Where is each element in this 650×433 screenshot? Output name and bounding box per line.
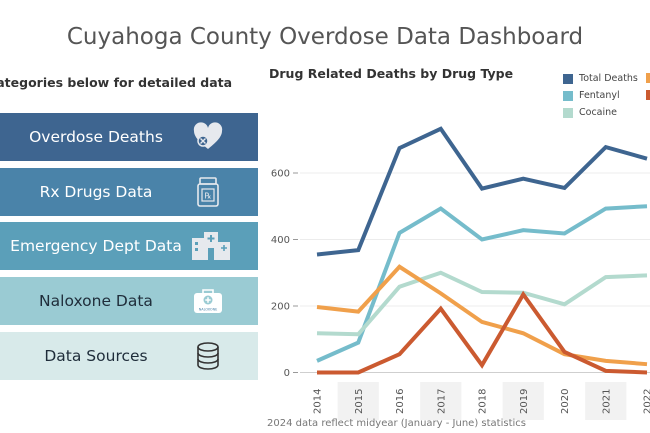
footnote: 2024 data reflect midyear (January - Jun… (267, 418, 526, 429)
svg-text:℞: ℞ (204, 192, 211, 201)
legend-item-cocaine[interactable]: Cocaine (563, 107, 617, 118)
y-tick-label: 600 (271, 169, 290, 180)
x-tick-label: 2019 (519, 389, 530, 414)
x-band (337, 382, 379, 420)
page-title: Cuyahoga County Overdose Data Dashboard (66, 24, 584, 50)
x-tick-label: 2015 (354, 389, 365, 414)
legend-item-opioid-partial[interactable] (646, 73, 650, 83)
x-tick-label: 2017 (436, 389, 447, 414)
y-tick-label: 400 (271, 235, 290, 246)
x-tick-label: 2016 (395, 389, 406, 414)
legend-swatch (646, 73, 650, 83)
legend-swatch (563, 73, 573, 84)
pill-bottle-icon: ℞ (197, 177, 219, 207)
legend-item-fentanyl[interactable]: Fentanyl (563, 90, 620, 101)
nav-emergency-dept-button[interactable]: Emergency Dept Data (0, 222, 258, 270)
legend-item-other-partial[interactable] (646, 90, 650, 100)
legend-swatch (563, 107, 573, 118)
svg-text:NALOXONE: NALOXONE (199, 308, 218, 312)
nav-label: Data Sources (44, 347, 148, 365)
x-tick-label: 2020 (560, 389, 571, 414)
naloxone-kit-icon: NALOXONE (194, 289, 222, 313)
nav-rx-drugs-button[interactable]: Rx Drugs Data ℞ (0, 168, 258, 216)
legend-swatch (646, 90, 650, 100)
x-tick-label: 2021 (601, 389, 612, 414)
series-line (316, 204, 648, 363)
database-icon (197, 342, 219, 370)
sidebar-subheading: e categories below for detailed data (0, 75, 233, 90)
x-tick-label: 2018 (478, 389, 489, 414)
series-line (317, 290, 648, 375)
nav-label: Rx Drugs Data (39, 183, 153, 201)
nav-label: Overdose Deaths (29, 128, 163, 146)
legend-item-total-deaths[interactable]: Total Deaths (563, 73, 638, 84)
line-chart: 0 200 400 600 2014 2015 2016 2017 2018 2019 2020 20… (271, 126, 650, 420)
legend-label: Cocaine (579, 107, 617, 118)
x-tick-label: 2014 (313, 389, 324, 414)
legend-label: Total Deaths (579, 73, 638, 84)
series-line (316, 126, 648, 257)
nav-data-sources-button[interactable]: Data Sources (0, 332, 258, 380)
series-line (316, 264, 648, 367)
nav-label: Naloxone Data (39, 292, 153, 310)
nav-label: Emergency Dept Data (10, 237, 182, 255)
x-tick-label: 2022 (643, 389, 650, 414)
x-band (585, 382, 627, 420)
series-line (316, 270, 648, 337)
hospital-icon (192, 232, 230, 260)
legend-label: Fentanyl (579, 90, 620, 101)
x-band (420, 382, 462, 420)
chart-title: Drug Related Deaths by Drug Type (269, 66, 514, 81)
x-band (502, 382, 544, 420)
y-tick-label: 200 (271, 302, 290, 313)
nav-overdose-deaths-button[interactable]: Overdose Deaths (0, 113, 258, 161)
nav-naloxone-button[interactable]: Naloxone Data NALOXONE (0, 277, 258, 325)
y-tick-label: 0 (284, 368, 290, 379)
legend-swatch (563, 90, 573, 101)
heart-pill-icon (193, 122, 223, 149)
